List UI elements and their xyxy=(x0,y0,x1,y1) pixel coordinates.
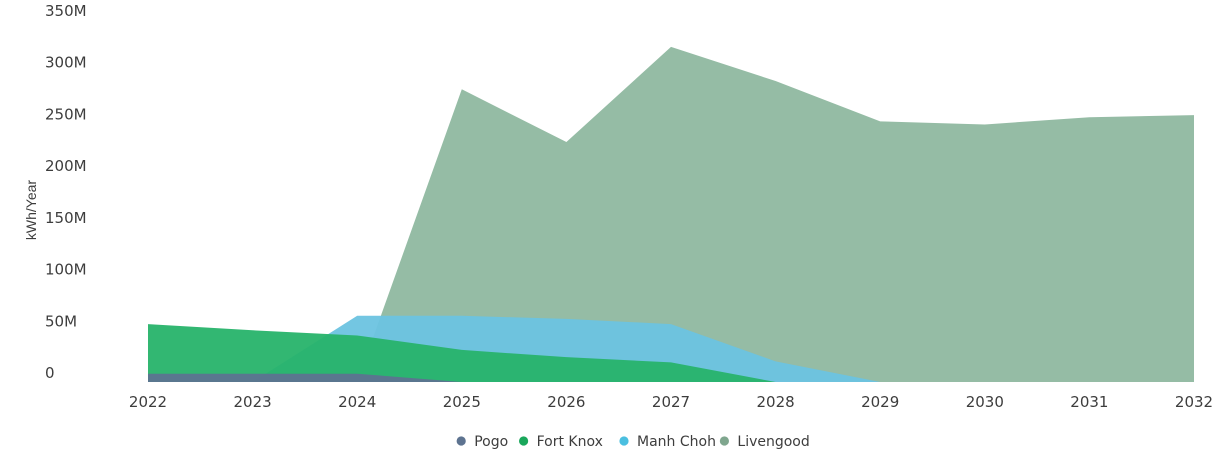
legend-marker xyxy=(456,436,466,446)
series-area-livengood xyxy=(148,46,1194,383)
y-tick-label: 100M xyxy=(45,261,87,279)
x-tick-label: 2032 xyxy=(1175,393,1213,411)
series-area-pogo xyxy=(148,373,1194,382)
x-axis: 2022 2023 2024 2025 2026 2027 2028 2029 2030 2031… xyxy=(129,393,1213,411)
y-tick-label: 300M xyxy=(45,54,87,72)
x-tick-label: 2025 xyxy=(443,393,481,411)
x-tick-label: 2023 xyxy=(234,393,272,411)
y-tick-label: 0 xyxy=(45,364,55,382)
series-areas xyxy=(148,46,1194,383)
legend-marker xyxy=(519,436,529,446)
y-tick-label: 150M xyxy=(45,209,87,227)
series-area-fort-knox xyxy=(148,324,1194,382)
y-axis: 0 50M 100M 150M 200M 250M 300M 350M xyxy=(45,2,87,382)
legend-item-pogo[interactable]: Pogo xyxy=(456,434,509,450)
legend: Pogo Fort Knox Manh Choh Livengood xyxy=(456,434,810,450)
legend-item-fort-knox[interactable]: Fort Knox xyxy=(519,434,603,450)
legend-label: Fort Knox xyxy=(537,434,603,450)
x-tick-label: 2031 xyxy=(1070,393,1108,411)
y-tick-label: 350M xyxy=(45,2,87,20)
x-tick-label: 2026 xyxy=(547,393,585,411)
x-tick-label: 2022 xyxy=(129,393,167,411)
y-tick-label: 50M xyxy=(45,312,77,330)
legend-marker xyxy=(719,436,730,446)
y-axis-label: kWh/Year xyxy=(23,180,39,241)
x-tick-label: 2024 xyxy=(338,393,376,411)
x-tick-label: 2027 xyxy=(652,393,690,411)
legend-item-livengood[interactable]: Livengood xyxy=(719,434,810,450)
legend-label: Livengood xyxy=(737,434,809,450)
x-tick-label: 2029 xyxy=(861,393,899,411)
y-tick-label: 250M xyxy=(45,105,87,123)
x-tick-label: 2030 xyxy=(966,393,1004,411)
legend-marker xyxy=(619,436,629,446)
legend-label: Manh Choh xyxy=(637,434,716,450)
legend-item-manh-choh[interactable]: Manh Choh xyxy=(619,434,716,450)
x-tick-label: 2028 xyxy=(757,393,795,411)
legend-label: Pogo xyxy=(474,434,508,450)
y-tick-label: 200M xyxy=(45,157,87,175)
